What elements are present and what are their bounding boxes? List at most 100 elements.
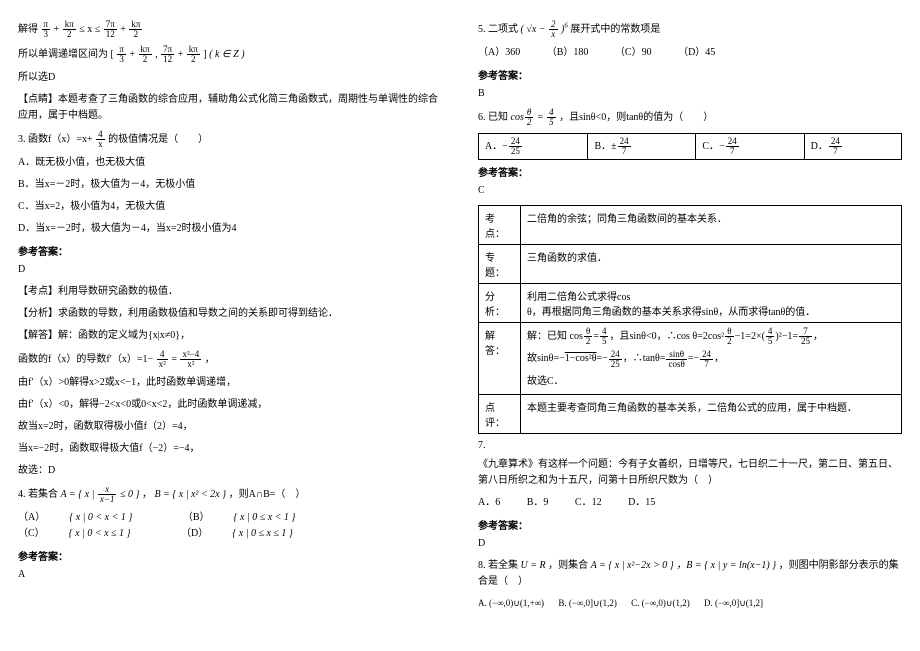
formula-text: B = { x | x² < 2x } — [154, 489, 226, 500]
formula-text: cosθ2 = 45 — [511, 112, 557, 123]
table-row: 专题：三角函数的求值． — [479, 245, 902, 284]
right-column: 5. 二项式 ( √x − 2x )6 展开式中的常数项是 （A）360 （B）… — [460, 0, 920, 651]
fraction: kπ2 — [187, 45, 200, 64]
fraction: 4x² — [157, 350, 168, 369]
text: 函数的f（x）的导数f′（x）=1− — [18, 354, 153, 365]
explain: 故当x=2时，函数取得极小值f（2）=4， — [18, 419, 442, 435]
formula-text: ( √x − 2x )6 — [521, 24, 568, 35]
text: 5. 二项式 — [478, 24, 518, 35]
formula-text: U = R — [521, 560, 546, 571]
explain: 由f′（x）<0，解得−2<x<0或0<x<2，此时函数单调递减， — [18, 397, 442, 413]
choice-b: B. (−∞,0]∪(1,2) — [558, 596, 617, 610]
answer-label: 参考答案： — [478, 164, 902, 179]
fraction: 7π12 — [104, 20, 117, 39]
answer-value: B — [478, 86, 902, 102]
analysis-table: 考点：二倍角的余弦；同角三角函数间的基本关系． 专题：三角函数的求值． 分析：利… — [478, 205, 902, 433]
text-line: 所以单调递增区间为 [ π3 + kπ2 , 7π12 + kπ2 ] ( k … — [18, 45, 442, 64]
choice-d: （D）45 — [678, 45, 715, 61]
text: = — [171, 354, 177, 365]
fraction: kπ2 — [63, 20, 76, 39]
answer-label: 参考答案： — [478, 67, 902, 82]
cell-label: 解答： — [479, 323, 521, 394]
table-row: 考点：二倍角的余弦；同角三角函数间的基本关系． — [479, 206, 902, 245]
choice-d: D．15 — [628, 495, 655, 511]
cell-label: 考点： — [479, 206, 521, 245]
choice-b: （B）{ x | 0 ≤ x < 1 } — [183, 510, 320, 526]
text: ，则集合 — [548, 560, 588, 571]
formula-text: ，B = { x | y = ln(x−1) } — [676, 560, 776, 571]
q4: 4. 若集合 A = { x | xx−1 ≤ 0 } ， B = { x | … — [18, 485, 442, 504]
explain: 【考点】利用导数研究函数的极值． — [18, 284, 442, 300]
cell-value: 本题主要考查同角三角函数的基本关系，二倍角公式的应用，属于中档题． — [521, 394, 902, 433]
cell-value: 二倍角的余弦；同角三角函数间的基本关系． — [521, 206, 902, 245]
formula-text: A = { x | x²−2x > 0 } — [591, 560, 674, 571]
explain: 故选：D — [18, 463, 442, 479]
fraction: 7π12 — [161, 45, 174, 64]
choice-b: B．当x=－2时，极大值为－4，无极小值 — [18, 177, 442, 193]
q4-choices: （A）{ x | 0 < x < 1 } （B）{ x | 0 ≤ x < 1 … — [18, 510, 442, 542]
choice-a: A．既无极小值，也无极大值 — [18, 155, 442, 171]
choice-a: （A）{ x | 0 < x < 1 } — [18, 510, 156, 526]
left-column: 解得 π3 + kπ2 ≤ x ≤ 7π12 + kπ2 所以单调递增区间为 [… — [0, 0, 460, 651]
cell-label: 专题： — [479, 245, 521, 284]
cell-label: 分析： — [479, 284, 521, 323]
text: 8. 若全集 — [478, 560, 518, 571]
choice-a: A. (−∞,0)∪(1,+∞) — [478, 596, 544, 610]
text: 的极值情况是（ ） — [108, 134, 208, 145]
q7-choices: A．6 B．9 C．12 D．15 — [478, 495, 902, 511]
answer-value: C — [478, 183, 902, 199]
choice-d: （D）{ x | 0 ≤ x ≤ 1 } — [181, 526, 317, 542]
cell-value: 利用二倍角公式求得cosθ，再根据同角三角函数的基本关系求得sinθ，从而求得t… — [521, 284, 902, 323]
explain: 当x=−2时，函数取得极大值f（−2）=−4， — [18, 441, 442, 457]
answer-value: D — [18, 262, 442, 278]
text-line: 所以选D — [18, 70, 442, 86]
fraction: x²−4x² — [180, 350, 201, 369]
text: 所以单调递增区间为 — [18, 49, 108, 60]
table-row: 解答： 解：已知 cosθ2=45，且sinθ<0，∴cos θ=2cos²θ2… — [479, 323, 902, 394]
q8-choices: A. (−∞,0)∪(1,+∞) B. (−∞,0]∪(1,2) C. (−∞,… — [478, 596, 902, 610]
cell: D．247 — [804, 134, 901, 160]
table-row: A．−2425 B．±247 C．−247 D．247 — [479, 134, 902, 160]
fraction: kπ2 — [139, 45, 152, 64]
q7: 《九章算术》有这样一个问题：今有子女善织，日增等尺，七日织二十一尺，第二日、第五… — [478, 457, 902, 489]
cell-value: 三角函数的求值． — [521, 245, 902, 284]
choice-d: D. (−∞,0]∪(1,2] — [704, 596, 763, 610]
q6-options-table: A．−2425 B．±247 C．−247 D．247 — [478, 133, 902, 160]
text-line: 解得 π3 + kπ2 ≤ x ≤ 7π12 + kπ2 — [18, 20, 442, 39]
choice-c: C. (−∞,0)∪(1,2) — [631, 596, 690, 610]
cell: C．−247 — [696, 134, 804, 160]
choice-c: （C）{ x | 0 < x ≤ 1 } — [18, 526, 155, 542]
table-row: 分析：利用二倍角公式求得cosθ，再根据同角三角函数的基本关系求得sinθ，从而… — [479, 284, 902, 323]
text: 4. 若集合 — [18, 489, 58, 500]
fraction: kπ2 — [129, 20, 142, 39]
text: 解：已知 cosθ2=45，且sinθ<0，∴cos θ=2cos²θ2−1=2… — [527, 327, 895, 346]
text: 3. 函数f（x）=x+ — [18, 134, 93, 145]
q5: 5. 二项式 ( √x − 2x )6 展开式中的常数项是 — [478, 20, 902, 39]
q8: 8. 若全集 U = R ，则集合 A = { x | x²−2x > 0 } … — [478, 558, 902, 590]
text: ， — [142, 489, 152, 500]
fraction: π3 — [117, 45, 126, 64]
answer-label: 参考答案： — [18, 548, 442, 563]
q6: 6. 已知 cosθ2 = 45 ，且sinθ<0，则tanθ的值为（ ） — [478, 108, 902, 127]
q7-number: 7. — [478, 438, 902, 454]
text: 展开式中的常数项是 — [570, 24, 660, 35]
choice-c: （C）90 — [615, 45, 652, 61]
text-line: 【点睛】本题考查了三角函数的综合应用，辅助角公式化简三角函数式，周期性与单调性的… — [18, 92, 442, 124]
choice-d: D．当x=－2时，极大值为－4，当x=2时极小值为4 — [18, 221, 442, 237]
explain: 函数的f（x）的导数f′（x）=1− 4x² = x²−4x² ， — [18, 350, 442, 369]
choice-a: （A）360 — [478, 45, 520, 61]
formula-text: ( k ∈ Z ) — [209, 49, 244, 60]
table-row: 点评：本题主要考查同角三角函数的基本关系，二倍角公式的应用，属于中档题． — [479, 394, 902, 433]
choice-b: （B）180 — [547, 45, 589, 61]
choice-a: A．6 — [478, 495, 500, 511]
choice-c: C．当x=2，极小值为4，无极大值 — [18, 199, 442, 215]
choice-b: B．9 — [527, 495, 549, 511]
fraction: π3 — [42, 20, 51, 39]
q3: 3. 函数f（x）=x+ 4 x 的极值情况是（ ） — [18, 130, 442, 149]
text: ，则A∩B=（ ） — [229, 489, 306, 500]
formula-text: A = { x | xx−1 ≤ 0 } — [61, 489, 140, 500]
cell: A．−2425 — [479, 134, 588, 160]
cell-label: 点评： — [479, 394, 521, 433]
fraction: 4 x — [96, 130, 105, 149]
explain: 由f′（x）>0解得x>2或x<−1，此时函数单调递增， — [18, 375, 442, 391]
